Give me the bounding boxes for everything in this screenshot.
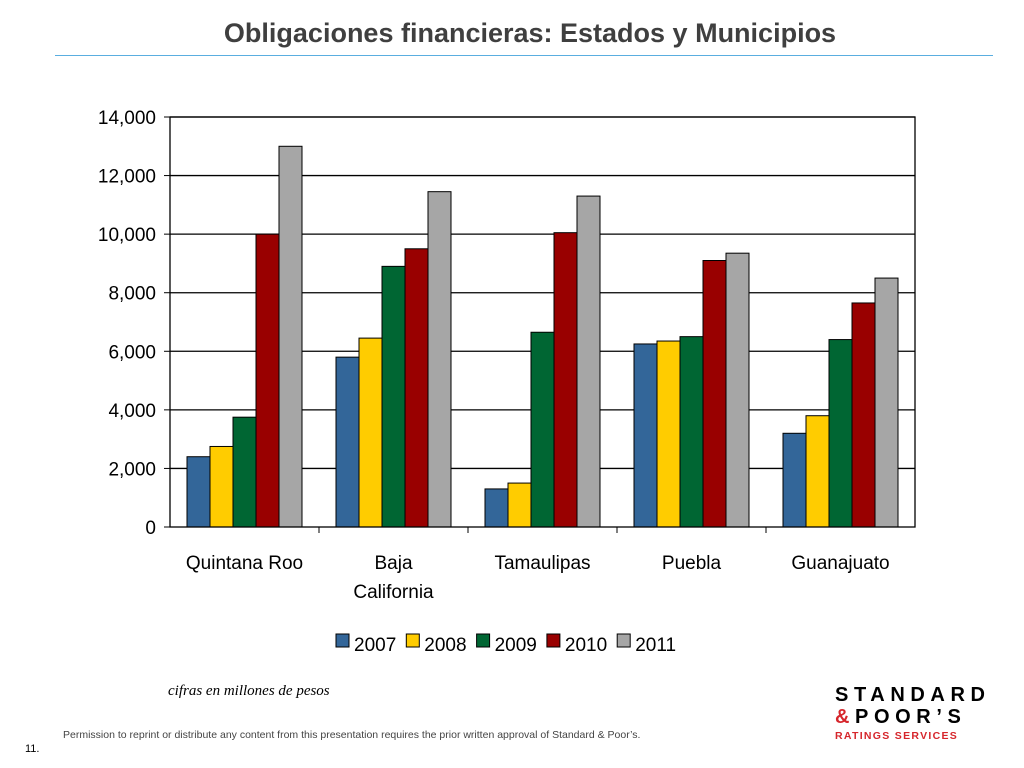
x-tick-label-line: Puebla (662, 553, 722, 574)
permission-notice: Permission to reprint or distribute any … (63, 729, 641, 741)
legend-swatch-2011 (616, 633, 631, 648)
page-number: 11. (25, 743, 40, 755)
x-tick-label: Baja California (353, 553, 434, 603)
bar-2010 (255, 233, 280, 528)
axes (164, 116, 916, 533)
bar-2007 (335, 356, 360, 528)
bar-2009 (828, 339, 853, 528)
bar-2008 (656, 340, 681, 528)
logo-line-standard: STANDARD (835, 684, 991, 706)
y-tick-label: 4,000 (108, 401, 156, 422)
plot-frame (169, 116, 916, 528)
y-tick-label: 14,000 (98, 108, 156, 129)
bar-2011 (576, 195, 601, 528)
y-tick-label: 10,000 (98, 225, 156, 246)
legend-label-2008: 2008 (424, 635, 466, 656)
bar-2008 (358, 337, 383, 528)
x-tick-label-line: California (353, 582, 434, 603)
x-tick-label-line: Guanajuato (791, 553, 889, 574)
bar-2009 (530, 331, 555, 528)
bar-2009 (381, 265, 406, 528)
bar-2010 (702, 260, 727, 528)
bar-chart: 02,0004,0006,0008,00010,00012,00014,000 … (98, 108, 916, 656)
logo-poors-text: POOR’S (855, 706, 967, 728)
logo-line-poors: &POOR’S (835, 706, 1005, 728)
bar-2010 (851, 302, 876, 528)
slide-title: Obligaciones financieras: Estados y Muni… (223, 18, 837, 48)
x-tick-label-line: Baja (374, 553, 412, 574)
bar-2011 (874, 277, 899, 528)
legend: 2007 2008 2009 2010 2011 (335, 633, 676, 656)
bar-2011 (278, 145, 303, 528)
sp-logo: STANDARD &POOR’S RATINGS SERVICES (835, 684, 1005, 744)
x-tick-label: Tamaulipas (494, 553, 590, 574)
bar-2007 (633, 343, 658, 528)
title-rule (55, 55, 993, 56)
legend-swatch-2010 (546, 633, 561, 648)
x-tick-label: Quintana Roo (186, 553, 303, 574)
y-tick-label: 6,000 (108, 342, 156, 363)
legend-label-2011: 2011 (635, 635, 676, 656)
y-tick-label: 8,000 (108, 284, 156, 305)
x-tick-label: Guanajuato (791, 553, 889, 574)
x-tick-label-line: Quintana Roo (186, 553, 303, 574)
bar-2010 (404, 248, 429, 528)
bar-2008 (507, 482, 532, 528)
bar-2007 (484, 488, 509, 528)
legend-swatch-2007 (335, 633, 350, 648)
y-tick-label: 12,000 (98, 167, 156, 188)
y-tick-label: 0 (145, 518, 156, 539)
bar-2007 (782, 432, 807, 528)
legend-swatch-2008 (405, 633, 420, 648)
legend-label-2009: 2009 (495, 635, 537, 656)
logo-line-ratings: RATINGS SERVICES (835, 730, 959, 742)
legend-label-2007: 2007 (354, 635, 396, 656)
units-caption: cifras en millones de pesos (168, 683, 330, 699)
x-tick-label-line: Tamaulipas (494, 553, 590, 574)
x-tick-label: Puebla (662, 553, 722, 574)
y-tick-labels: 0 2,000 4,000 6,000 8,000 10,000 12,000 14,000 (98, 108, 156, 539)
bar-2009 (679, 336, 704, 528)
bar-2009 (232, 416, 257, 528)
bar-2011 (725, 252, 750, 528)
bar-2008 (209, 445, 234, 528)
legend-label-2010: 2010 (565, 635, 607, 656)
x-tick-labels: Quintana Roo Baja California Tamaulipas Pueb… (186, 553, 890, 603)
logo-ampersand: & (835, 706, 856, 728)
bar-2008 (805, 415, 830, 528)
y-tick-label: 2,000 (108, 459, 156, 480)
bar-2010 (553, 232, 578, 528)
bars (186, 145, 899, 528)
legend-swatch-2009 (476, 633, 491, 648)
bar-2007 (186, 456, 211, 528)
bar-2011 (427, 191, 452, 528)
